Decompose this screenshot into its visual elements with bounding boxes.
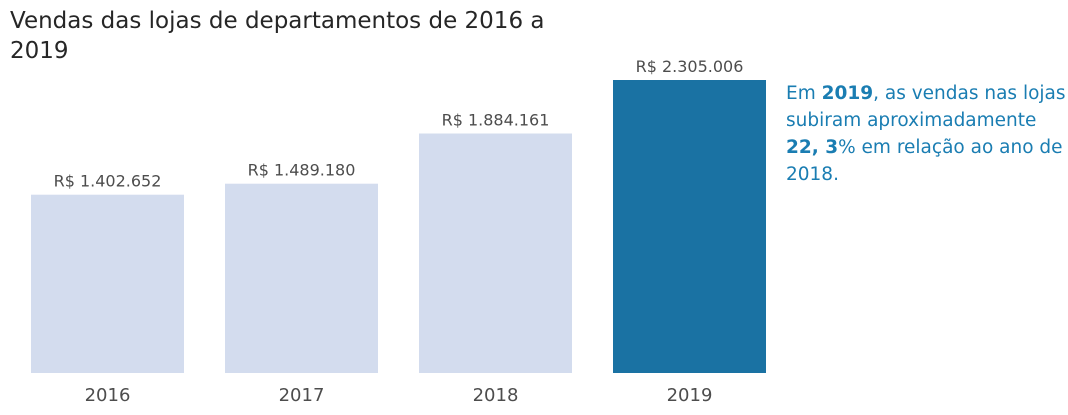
value-label-2019: R$ 2.305.006 (636, 57, 744, 76)
bar-2018 (419, 133, 572, 373)
value-label-2016: R$ 1.402.652 (54, 172, 162, 191)
bar-2019 (613, 80, 766, 373)
annotation-year: 2019 (821, 83, 874, 104)
annotation-part-1: Em (786, 83, 822, 104)
bar-2016 (31, 194, 184, 373)
annotation-part-2: , as vendas nas lojas subiram aproximada… (786, 83, 1066, 131)
bar-2017 (225, 183, 378, 373)
x-tick-label-2019: 2019 (667, 385, 713, 406)
x-tick-label-2016: 2016 (85, 385, 131, 406)
x-tick-label-2017: 2017 (279, 385, 325, 406)
annotation-percentage: 22, 3 (786, 137, 839, 158)
value-label-2017: R$ 1.489.180 (248, 161, 356, 180)
bar-chart: R$ 1.402.652 2016 R$ 1.489.180 2017 R$ 1.884… (31, 57, 766, 406)
chart-title: Vendas das lojas de departamentos de 201… (10, 8, 545, 64)
x-tick-label-2018: 2018 (473, 385, 519, 406)
value-label-2018: R$ 1.884.161 (442, 110, 550, 129)
annotation-part-3: % em relação ao ano de 2018. (786, 137, 1063, 185)
annotation-text: Em 2019, as vendas nas lojas subiram apr… (786, 80, 1068, 188)
